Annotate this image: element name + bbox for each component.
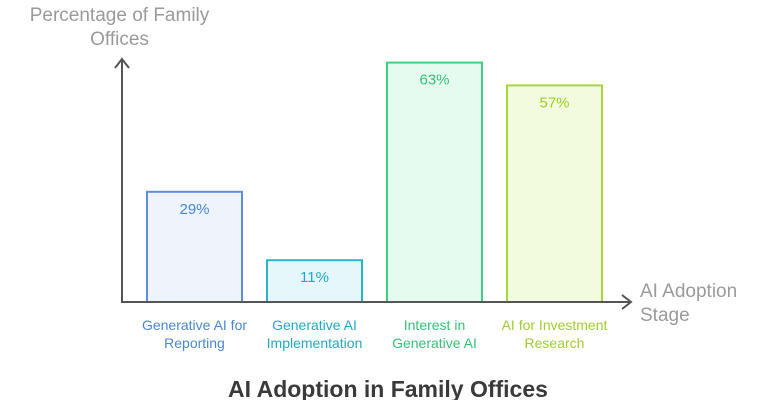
y-axis-arrow-icon [114,57,130,69]
category-label-1: Generative AI for Reporting [141,317,248,351]
data-label-1: 29% [179,201,209,218]
bars-layer [146,61,603,304]
category-label-2: Generative AI Implementation [266,317,363,351]
data-label-3: 63% [419,72,449,89]
data-label-2: 11% [300,269,329,286]
y-axis-label: Percentage of Family Offices [29,5,210,50]
bar-3 [386,61,483,303]
x-axis-arrow-icon [621,294,633,310]
chart-title: AI Adoption in Family Offices [228,376,548,400]
bar-1 [146,190,243,303]
bar-4 [506,84,603,304]
category-label-4: AI for Investment Research [501,317,608,351]
category-label-3: Interest in Generative AI [392,317,477,351]
axes-layer [114,57,633,310]
data-labels-layer: 29% 11% 63% 57% [179,72,569,287]
data-label-4: 57% [539,94,569,111]
x-axis-label: AI Adoption Stage [640,281,738,326]
